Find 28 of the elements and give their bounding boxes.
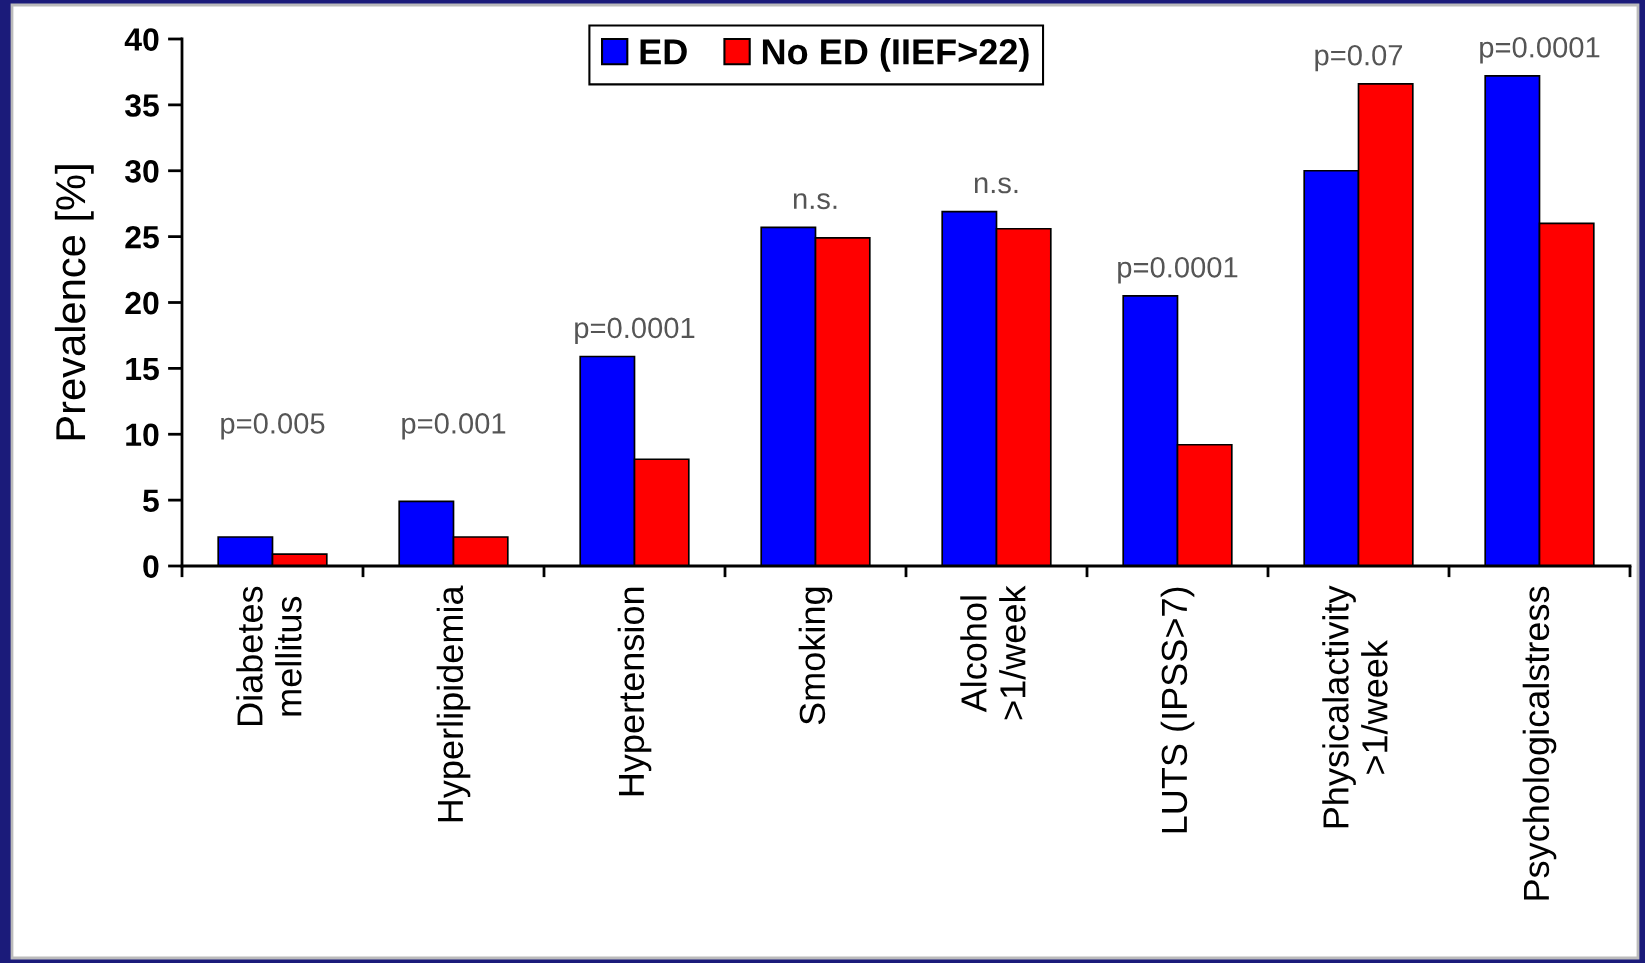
annotation: p=0.0001 <box>1118 256 1238 284</box>
annotation: p=0.0001 <box>575 317 695 345</box>
x-tick-label: Smoking <box>798 587 833 725</box>
annotation: p=0.07 <box>1315 44 1403 72</box>
y-tick-label: 10 <box>126 423 159 447</box>
x-tick-label: Hypertension <box>617 587 652 796</box>
y-tick-label: 35 <box>124 94 159 117</box>
x-tick-label: Hyperlipidemia <box>436 585 471 822</box>
annotation: n.s. <box>793 193 837 210</box>
legend-label: ED <box>640 39 687 65</box>
annotation: p=0.001 <box>402 413 506 440</box>
x-tick-label: Alcohol >1/week <box>960 585 1026 720</box>
y-tick-label: 40 <box>124 28 159 51</box>
y-tick-label: 15 <box>126 357 159 381</box>
y-tick-label: 25 <box>125 225 159 249</box>
y-tick-label: 5 <box>143 489 159 513</box>
y-axis-title: Prevalence [%] <box>54 165 94 440</box>
y-tick-label: 30 <box>124 160 159 183</box>
x-tick-label: Psychologicalstress <box>1522 586 1557 900</box>
annotation: p=0.005 <box>221 413 325 440</box>
x-tick-label: Diabetes mellitus <box>236 586 302 725</box>
legend-label: No ED (IIEF>22) <box>762 38 1029 72</box>
annotation: n.s. <box>974 177 1018 194</box>
x-tick-label: LUTS (IPSS>7) <box>1160 587 1195 833</box>
x-tick-label: Physicalactivity >1/week <box>1322 585 1388 828</box>
y-tick-label: 20 <box>125 291 159 315</box>
annotation: p=0.0001 <box>1480 36 1600 64</box>
y-tick-label: 0 <box>143 555 159 578</box>
